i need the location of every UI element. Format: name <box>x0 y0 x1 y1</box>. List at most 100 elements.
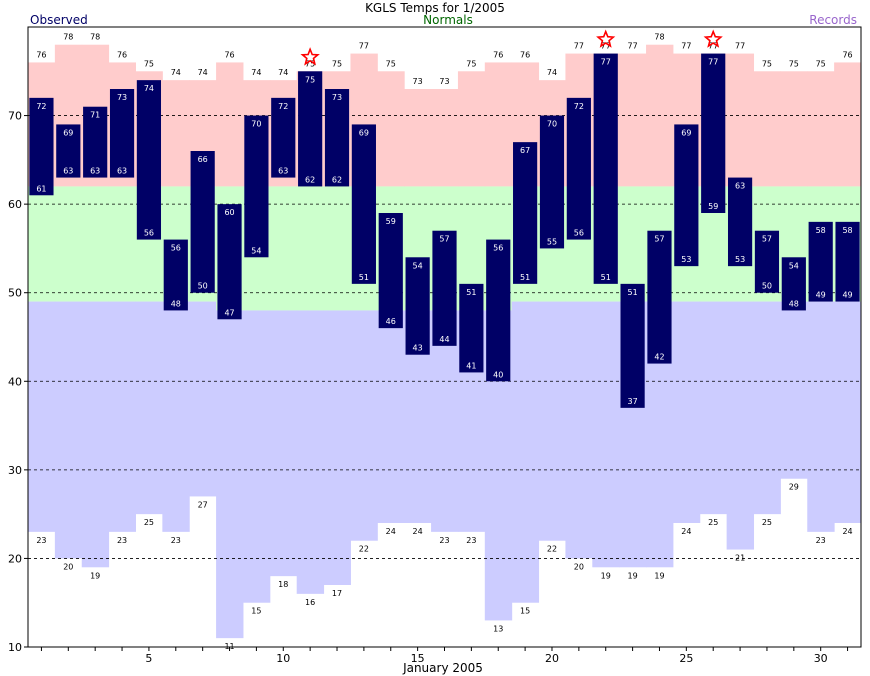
x-tick-label: 20 <box>545 652 559 665</box>
normal-band <box>296 186 325 311</box>
record-low-label: 27 <box>198 500 208 509</box>
observed-high-label: 69 <box>359 128 369 137</box>
observed-bar <box>83 106 108 178</box>
observed-low-label: 51 <box>359 273 369 282</box>
observed-low-label: 43 <box>413 344 423 353</box>
record-low-band <box>350 310 378 541</box>
record-low-label: 19 <box>601 571 611 580</box>
record-low-label: 23 <box>171 536 181 545</box>
observed-bar <box>835 221 860 302</box>
observed-low-label: 51 <box>520 273 530 282</box>
record-low-band <box>242 310 271 603</box>
record-high-label: 73 <box>439 77 449 86</box>
observed-high-label: 71 <box>90 111 100 120</box>
record-high-label: 75 <box>386 59 396 68</box>
record-low-label: 23 <box>439 536 449 545</box>
record-low-label: 17 <box>332 589 342 598</box>
observed-low-label: 48 <box>789 299 799 308</box>
record-star-icon <box>596 29 616 48</box>
observed-low-label: 49 <box>842 291 852 300</box>
record-high-label: 77 <box>628 42 638 51</box>
observed-low-label: 47 <box>224 308 234 317</box>
record-high-label: 77 <box>681 42 691 51</box>
record-low-band <box>834 301 862 523</box>
observed-high-label: 73 <box>332 93 342 102</box>
record-low-band <box>269 310 298 577</box>
climate-bands-layer <box>28 44 862 639</box>
observed-high-label: 70 <box>547 120 557 129</box>
observed-bar <box>109 89 135 178</box>
record-low-label: 19 <box>90 571 100 580</box>
record-low-label: 23 <box>117 536 127 545</box>
record-low-band <box>431 310 459 532</box>
record-low-label: 16 <box>305 598 315 607</box>
observed-high-label: 51 <box>466 288 476 297</box>
record-low-label: 20 <box>63 562 73 571</box>
observed-bar <box>647 230 672 364</box>
record-low-label: 23 <box>36 536 46 545</box>
record-low-band <box>296 310 325 594</box>
record-high-label: 76 <box>520 50 530 59</box>
record-high-band <box>404 89 432 187</box>
observed-bar <box>513 142 538 284</box>
observed-high-label: 77 <box>708 58 718 67</box>
x-tick-label: 30 <box>814 652 828 665</box>
observed-high-label: 72 <box>36 102 46 111</box>
observed-low-label: 54 <box>251 246 261 255</box>
record-low-band <box>216 310 244 639</box>
observed-low-label: 51 <box>601 273 611 282</box>
observed-bar <box>378 213 403 329</box>
record-low-band <box>780 301 808 479</box>
observed-high-label: 57 <box>762 235 772 244</box>
observed-high-label: 75 <box>305 75 315 84</box>
record-high-band <box>484 62 513 187</box>
record-low-label: 25 <box>762 518 772 527</box>
record-low-band <box>592 301 620 568</box>
observed-bar <box>271 97 296 178</box>
observed-low-label: 40 <box>493 370 503 379</box>
record-high-label: 77 <box>601 42 611 51</box>
value-labels-layer: 72 61 76 23 69 63 78 20 71 63 78 19 73 63 76 23 74 56 75 25… <box>36 33 852 651</box>
observed-bar <box>351 124 376 284</box>
observed-bar <box>459 283 484 373</box>
record-high-band <box>377 71 405 187</box>
x-tick-label: 25 <box>679 652 693 665</box>
record-high-label: 77 <box>708 42 718 51</box>
record-low-band <box>753 301 781 515</box>
observed-low-label: 44 <box>439 335 449 344</box>
record-high-label: 78 <box>90 33 100 42</box>
record-high-label: 76 <box>224 50 234 59</box>
observed-high-label: 58 <box>842 226 852 235</box>
record-low-band <box>323 310 351 585</box>
record-low-band <box>28 301 56 532</box>
record-low-label: 22 <box>547 545 557 554</box>
observed-high-label: 54 <box>413 261 423 270</box>
record-low-label: 19 <box>654 571 664 580</box>
observed-low-label: 50 <box>198 282 208 291</box>
record-high-band <box>807 71 835 187</box>
observed-bars-layer <box>29 53 860 408</box>
observed-low-label: 53 <box>735 255 745 264</box>
y-tick-label: 40 <box>8 375 22 388</box>
observed-low-label: 37 <box>628 397 638 406</box>
record-high-band <box>431 89 459 187</box>
observed-low-label: 55 <box>547 237 557 246</box>
record-low-band <box>565 301 593 559</box>
observed-high-label: 69 <box>63 128 73 137</box>
normal-band <box>28 186 56 302</box>
observed-low-label: 62 <box>305 175 315 184</box>
record-low-label: 21 <box>735 554 745 563</box>
observed-high-label: 72 <box>278 102 288 111</box>
observed-low-label: 56 <box>144 229 154 238</box>
record-high-label: 74 <box>171 68 181 77</box>
observed-high-label: 70 <box>251 120 261 129</box>
observed-low-label: 49 <box>816 291 826 300</box>
record-high-band <box>619 53 647 187</box>
observed-high-label: 72 <box>574 102 584 111</box>
record-low-label: 25 <box>144 518 154 527</box>
record-low-label: 25 <box>708 518 718 527</box>
y-tick-label: 60 <box>8 198 22 211</box>
y-tick-label: 10 <box>8 641 22 654</box>
observed-bar <box>674 124 699 267</box>
observed-high-label: 69 <box>681 128 691 137</box>
